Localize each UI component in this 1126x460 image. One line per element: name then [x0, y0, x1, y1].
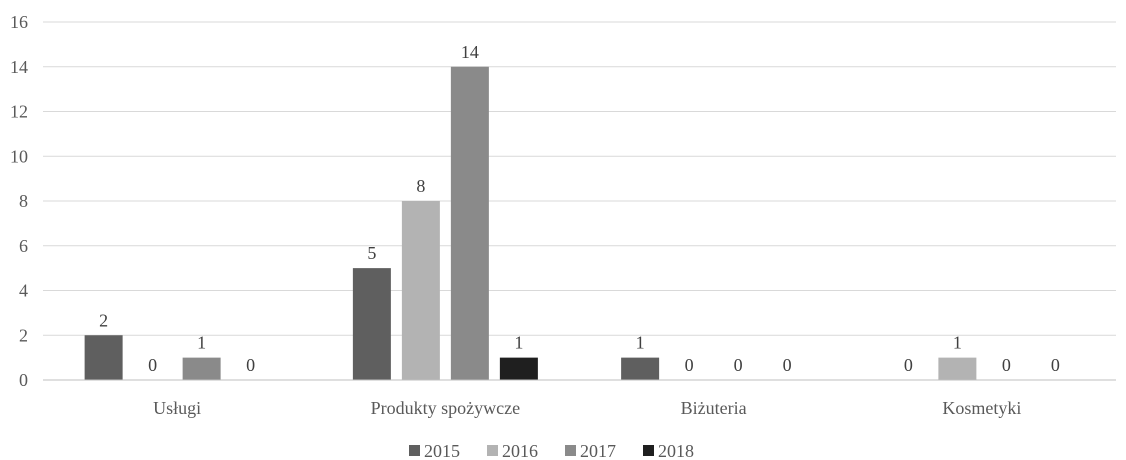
y-tick-label: 12	[10, 102, 28, 122]
legend-label: 2015	[424, 441, 460, 460]
legend-swatch	[487, 445, 498, 456]
bar	[401, 201, 440, 380]
bar	[499, 357, 538, 380]
y-tick-label: 6	[19, 236, 28, 256]
data-label: 2	[99, 310, 108, 330]
x-category-label: Biżuteria	[681, 398, 747, 418]
gridlines	[43, 21, 1116, 336]
data-label: 5	[367, 243, 376, 263]
data-label: 0	[246, 355, 255, 375]
data-label: 0	[734, 355, 743, 375]
legend-label: 2018	[658, 441, 694, 460]
legend-swatch	[643, 445, 654, 456]
data-label: 1	[514, 333, 523, 353]
data-label: 0	[904, 355, 913, 375]
y-tick-label: 0	[19, 370, 28, 390]
y-tick-label: 2	[19, 325, 28, 345]
data-label: 0	[148, 355, 157, 375]
y-tick-label: 8	[19, 191, 28, 211]
data-label: 8	[416, 176, 425, 196]
x-category-label: Usługi	[153, 398, 201, 418]
legend: 2015 2016 2017 2018	[409, 441, 694, 460]
bar	[450, 66, 489, 380]
y-tick-label: 10	[10, 146, 28, 166]
bar	[938, 357, 977, 380]
x-category-label: Produkty spożywcze	[371, 398, 520, 418]
bar	[352, 268, 391, 380]
data-label: 1	[197, 333, 206, 353]
legend-label: 2016	[502, 441, 538, 460]
bar	[84, 335, 123, 380]
bar	[621, 357, 660, 380]
data-label: 0	[783, 355, 792, 375]
x-axis-categories: Usługi Produkty spożywcze Biżuteria Kosmety…	[153, 398, 1021, 418]
data-label: 0	[685, 355, 694, 375]
data-label: 1	[953, 333, 962, 353]
data-label: 14	[461, 42, 479, 62]
y-axis-ticks: 0 2 4 6 8 10 12 14 16	[10, 12, 28, 390]
data-label: 1	[636, 333, 645, 353]
legend-swatch	[409, 445, 420, 456]
bar	[182, 357, 221, 380]
y-tick-label: 4	[19, 281, 28, 301]
data-label: 0	[1002, 355, 1011, 375]
y-tick-label: 16	[10, 12, 28, 32]
bars	[84, 66, 977, 380]
y-tick-label: 14	[10, 57, 28, 77]
x-category-label: Kosmetyki	[942, 398, 1021, 418]
data-label: 0	[1051, 355, 1060, 375]
data-labels: 2 0 1 0 5 8 14 1 1 0 0 0 0 1 0 0	[99, 42, 1060, 375]
legend-swatch	[565, 445, 576, 456]
legend-label: 2017	[580, 441, 616, 460]
